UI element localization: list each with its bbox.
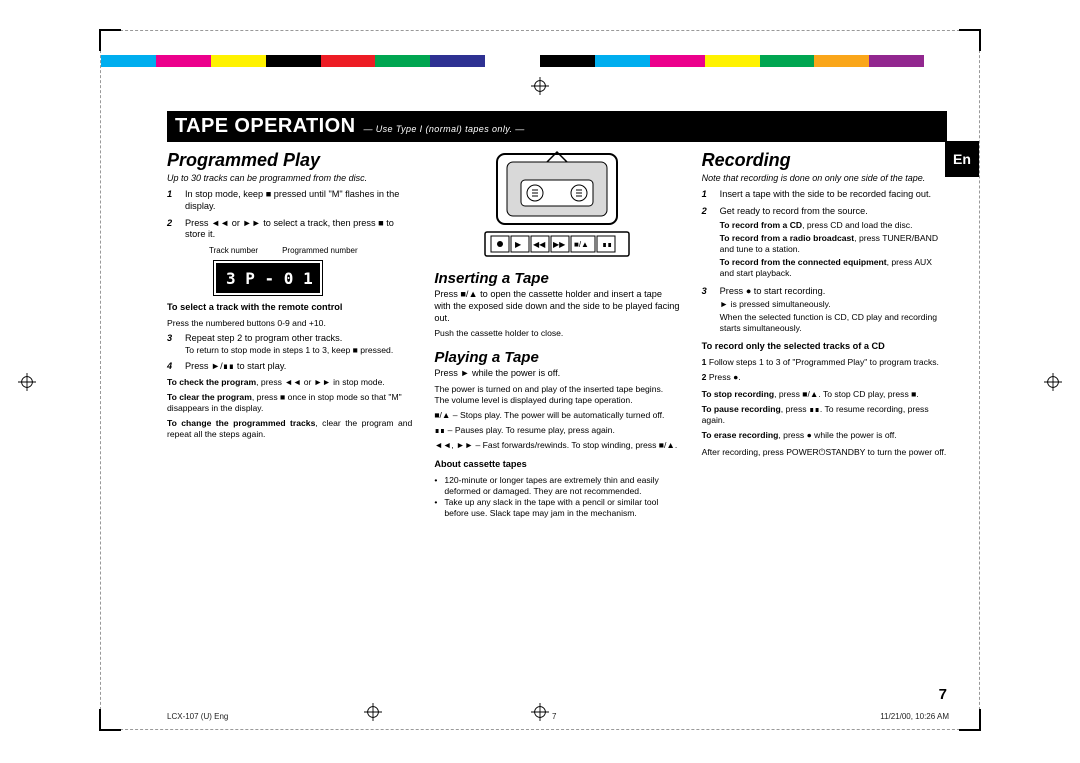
svg-text:▶▶: ▶▶ xyxy=(553,240,566,249)
play-b3: ■/▲ – Stops play. The power will be auto… xyxy=(434,410,679,421)
lcd-display-illustration: 3 P - 0 1 xyxy=(213,260,323,296)
page-frame: En TAPE OPERATION — Use Type I (normal) … xyxy=(100,30,980,730)
crop-mark xyxy=(959,709,981,731)
rec-erase-b: , press ● while the power is off. xyxy=(778,430,896,440)
section-subtitle: — Use Type I (normal) tapes only. — xyxy=(363,124,524,134)
registration-mark-top xyxy=(531,77,549,95)
crop-mark xyxy=(99,29,121,51)
rec-step-3c: When the selected function is CD, CD pla… xyxy=(720,312,947,334)
play-b4: ∎∎ – Pauses play. To resume play, press … xyxy=(434,425,679,436)
insert-body: Press ■/▲ to open the cassette holder an… xyxy=(434,289,679,324)
svg-text:3 P - 0 1: 3 P - 0 1 xyxy=(226,269,313,288)
footer-left: LCX-107 (U) Eng xyxy=(167,712,228,721)
play-b2: The power is turned on and play of the i… xyxy=(434,384,679,406)
play-b5: ◄◄, ►► – Fast forwards/rewinds. To stop … xyxy=(434,440,679,451)
registration-mark-outer-right xyxy=(1044,373,1062,391)
rec-erase-h: To erase recording xyxy=(702,430,779,440)
cassette-deck-illustration: ▶ ◀◀ ▶▶ ■/▲ ∎∎ xyxy=(477,150,637,260)
remote-body: Press the numbered buttons 0-9 and +10. xyxy=(167,318,412,329)
column-programmed-play: Programmed Play Up to 30 tracks can be p… xyxy=(167,150,412,519)
step-4: Press ►/∎∎ to start play. xyxy=(185,361,286,373)
step-3: Repeat step 2 to program other tracks. xyxy=(185,333,393,345)
rec-radio-h: To record from a radio broadcast xyxy=(720,233,855,243)
svg-text:◀◀: ◀◀ xyxy=(533,240,546,249)
rec-step-1: Insert a tape with the side to be record… xyxy=(720,189,931,201)
footer-mid: 7 xyxy=(552,712,556,721)
rec-aux-h: To record from the connected equipment xyxy=(720,257,887,267)
check-program-h: To check the program xyxy=(167,377,256,387)
about-heading: About cassette tapes xyxy=(434,459,679,471)
insert-body-2: Push the cassette holder to close. xyxy=(434,328,679,339)
language-tab-en: En xyxy=(945,141,979,177)
rec-sel-b1: Follow steps 1 to 3 of "Programmed Play"… xyxy=(709,357,939,367)
svg-text:▶: ▶ xyxy=(515,240,522,249)
rec-sel-h: To record only the selected tracks of a … xyxy=(702,341,947,353)
page-number: 7 xyxy=(939,686,947,703)
rec-step-3b: ► is pressed simultaneously. xyxy=(720,299,947,310)
crop-mark xyxy=(99,709,121,731)
step-2: Press ◄◄ or ►► to select a track, then p… xyxy=(185,218,412,242)
svg-text:∎∎: ∎∎ xyxy=(602,240,612,249)
rec-stop-h: To stop recording xyxy=(702,389,774,399)
svg-text:■/▲: ■/▲ xyxy=(574,240,589,249)
section-title: TAPE OPERATION xyxy=(175,115,355,138)
registration-mark-outer-left xyxy=(18,373,36,391)
rec-step-3: Press ● to start recording. xyxy=(720,286,947,298)
rec-stop-b: , press ■/▲. To stop CD play, press ■. xyxy=(774,389,919,399)
heading-programmed-play: Programmed Play xyxy=(167,150,412,171)
section-title-band: TAPE OPERATION — Use Type I (normal) tap… xyxy=(167,111,947,142)
rec-step-2: Get ready to record from the source. xyxy=(720,206,947,218)
crop-mark xyxy=(959,29,981,51)
footer: LCX-107 (U) Eng 7 11/21/00, 10:26 AM xyxy=(167,712,949,721)
change-program-h: To change the programmed tracks xyxy=(167,418,315,428)
remote-heading: To select a track with the remote contro… xyxy=(167,302,342,312)
note-recording: Note that recording is done on only one … xyxy=(702,173,947,183)
column-recording: Recording Note that recording is done on… xyxy=(702,150,947,519)
heading-playing-tape: Playing a Tape xyxy=(434,349,679,366)
step-3-note: To return to stop mode in steps 1 to 3, … xyxy=(185,345,393,356)
play-b1: Press ► while the power is off. xyxy=(434,368,679,380)
about-b1: 120-minute or longer tapes are extremely… xyxy=(444,475,679,497)
footer-right: 11/21/00, 10:26 AM xyxy=(880,712,949,721)
note-programmed-play: Up to 30 tracks can be programmed from t… xyxy=(167,173,412,183)
step-1: In stop mode, keep ■ pressed until "M" f… xyxy=(185,189,412,213)
about-b2: Take up any slack in the tape with a pen… xyxy=(444,497,679,519)
rec-sel-b2: Press ●. xyxy=(709,372,741,382)
rec-cd-b: , press CD and load the disc. xyxy=(802,220,912,230)
heading-recording: Recording xyxy=(702,150,947,171)
clear-program-h: To clear the program xyxy=(167,392,252,402)
rec-pause-h: To pause recording xyxy=(702,404,781,414)
label-programmed-number: Programmed number xyxy=(282,246,358,255)
column-tape-operation: ▶ ◀◀ ▶▶ ■/▲ ∎∎ Inserting a Tape Pre xyxy=(434,150,679,519)
rec-after: After recording, press POWER⏻STANDBY to … xyxy=(702,447,947,458)
rec-cd-h: To record from a CD xyxy=(720,220,802,230)
label-track-number: Track number xyxy=(209,246,258,255)
check-program-b: , press ◄◄ or ►► in stop mode. xyxy=(256,377,385,387)
content-area: TAPE OPERATION — Use Type I (normal) tap… xyxy=(167,111,947,685)
color-calibration-bar xyxy=(101,55,979,67)
heading-inserting-tape: Inserting a Tape xyxy=(434,270,679,287)
